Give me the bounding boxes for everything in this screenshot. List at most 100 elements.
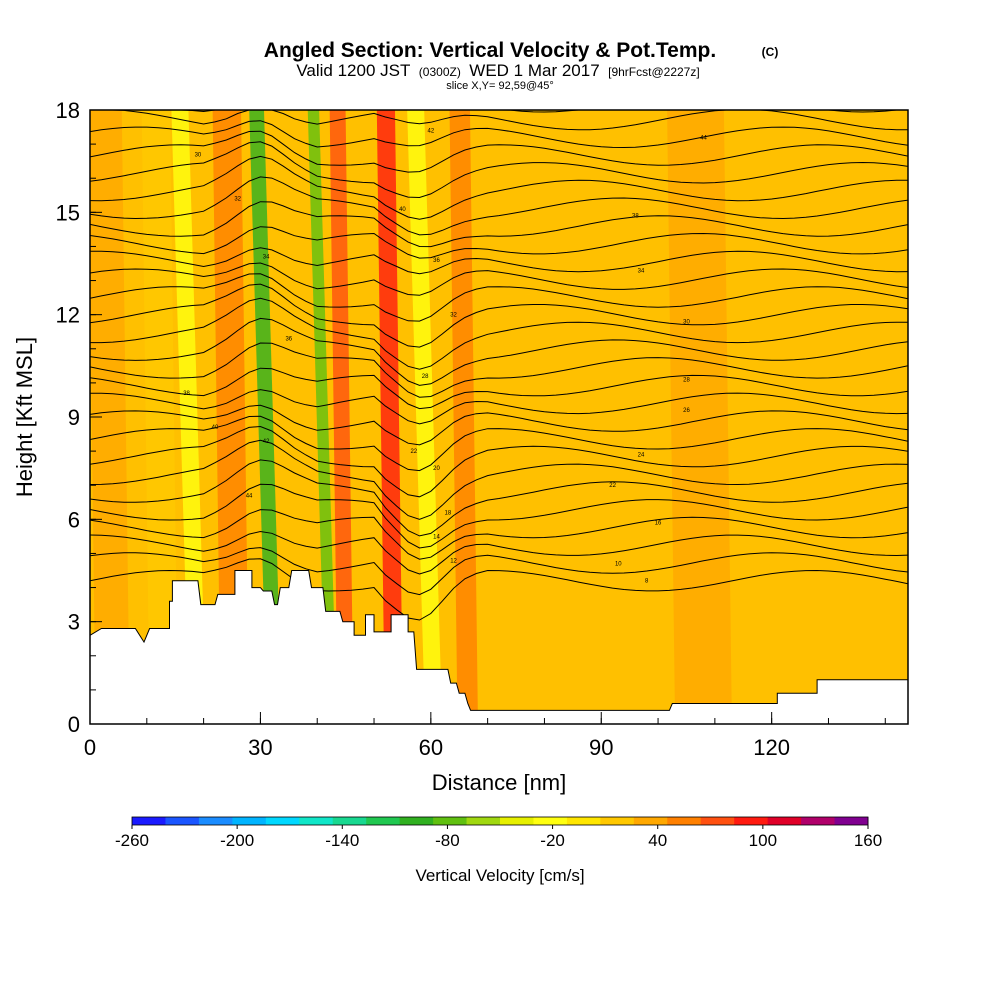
colorbar-tick-label: -20 (540, 831, 565, 850)
colorbar-swatch (265, 817, 300, 825)
colorbar: -260 -200 -140 -80 -20 40 100 160 (115, 816, 882, 850)
theta-contour-label: 16 (655, 521, 662, 527)
colorbar-swatch (399, 817, 434, 825)
theta-contour (90, 317, 908, 386)
updraft-band (329, 110, 354, 724)
theta-contour-label: 20 (433, 466, 440, 472)
updraft-band (667, 110, 732, 724)
theta-contour-label: 44 (246, 493, 253, 499)
theta-contour (90, 283, 908, 348)
chart-title: Angled Section: Vertical Velocity & Pot.… (264, 39, 716, 62)
colorbar-tick-label: 160 (854, 831, 882, 850)
colorbar-swatch (734, 817, 769, 825)
colorbar-swatch (533, 817, 568, 825)
theta-contour (90, 439, 908, 520)
colorbar-tick-label: -200 (220, 831, 254, 850)
theta-contour-label: 30 (683, 319, 690, 325)
colorbar-tick-label: -140 (325, 831, 359, 850)
theta-contour-label: 26 (683, 408, 690, 414)
x-tick-label: 120 (753, 735, 790, 760)
theta-contour (90, 459, 908, 537)
y-tick-label: 12 (56, 303, 80, 328)
theta-contour-label: 28 (683, 377, 690, 383)
theta-contour-label: 8 (645, 579, 649, 585)
theta-contours (90, 110, 908, 621)
theta-contour (90, 367, 908, 410)
theta-contour-label: 34 (263, 255, 270, 261)
colorbar-swatch (165, 817, 200, 825)
colorbar-tick-label: -80 (435, 831, 460, 850)
terrain-outline (90, 570, 908, 711)
colorbar-swatch (132, 817, 166, 825)
plot-area: 8 10 12 14 16 18 20 22 22 24 26 28 28 30 32 34 36 38 40 42 4… (90, 110, 908, 724)
theta-contour-label: 28 (422, 374, 429, 380)
theta-contour-label: 42 (427, 128, 434, 134)
theta-contour-label: 22 (609, 483, 616, 489)
chart-subtitle: Valid 1200 JST (0300Z) WED 1 Mar 2017 [9… (296, 61, 699, 80)
downdraft-band (171, 110, 207, 724)
theta-contour (90, 120, 908, 149)
theta-contour (90, 558, 908, 621)
theta-contour (90, 130, 908, 173)
subtitle-utc: (0300Z) (419, 65, 461, 79)
theta-contour-labels: 8 10 12 14 16 18 20 22 22 24 26 28 28 30 32 34 36 38 40 42 4… (183, 128, 707, 584)
y-tick-label: 15 (56, 200, 80, 225)
colorbar-swatch (433, 817, 468, 825)
colorbar-swatch (500, 817, 534, 825)
theta-contour-label: 44 (700, 135, 707, 141)
theta-contour-label: 36 (433, 258, 440, 264)
theta-contour-label: 36 (285, 337, 292, 343)
theta-contour-label: 30 (195, 152, 202, 158)
theta-contour (90, 297, 908, 370)
y-axis: 0 3 6 9 12 15 18 (56, 98, 102, 737)
colorbar-swatch (767, 817, 802, 825)
velocity-shading (90, 110, 732, 724)
title-block: Angled Section: Vertical Velocity & Pot.… (264, 39, 779, 92)
theta-contour (90, 389, 908, 425)
downdraft-band (407, 110, 443, 724)
theta-contour (90, 201, 908, 248)
x-tick-label: 90 (589, 735, 613, 760)
subtitle-date: WED 1 Mar 2017 (469, 61, 599, 80)
theta-contour (90, 530, 908, 575)
y-tick-label: 0 (68, 712, 80, 737)
colorbar-swatch (366, 817, 401, 825)
colorbar-swatch (332, 817, 367, 825)
colorbar-swatch (700, 817, 735, 825)
colorbar-tick-label: 100 (749, 831, 777, 850)
y-axis-label: Height [Kft MSL] (12, 337, 37, 497)
theta-contour (90, 262, 908, 296)
colorbar-swatch (667, 817, 702, 825)
theta-contour-label: 18 (445, 511, 452, 517)
theta-contour-label: 12 (450, 558, 457, 564)
colorbar-tick-label: 40 (648, 831, 667, 850)
theta-contour-label: 38 (632, 214, 639, 220)
theta-contour (90, 547, 908, 596)
theta-contour-label: 10 (615, 562, 622, 568)
x-axis-label: Distance [nm] (432, 770, 567, 795)
colorbar-frame (131, 816, 869, 826)
colorbar-swatch (566, 817, 601, 825)
subtitle-valid: Valid 1200 JST (296, 61, 410, 80)
y-tick-label: 6 (68, 507, 80, 532)
x-tick-label: 30 (248, 735, 272, 760)
theta-contour (90, 155, 908, 220)
theta-contour (90, 342, 908, 398)
terrain (90, 570, 908, 724)
x-tick-label: 0 (84, 735, 96, 760)
theta-contour (90, 425, 908, 498)
theta-contour-label: 24 (638, 453, 645, 459)
theta-contour-label: 14 (433, 534, 440, 540)
theta-contour-label: 32 (450, 313, 457, 319)
subtitle-forecast: [9hrFcst@2227z] (608, 65, 700, 79)
y-tick-label: 9 (68, 405, 80, 430)
theta-contour (90, 273, 908, 322)
y-tick-label: 18 (56, 98, 80, 123)
colorbar-swatch (232, 817, 267, 825)
theta-contour-label: 22 (410, 449, 417, 455)
colorbar-swatch (198, 817, 233, 825)
x-axis: 0 30 60 90 120 (84, 712, 886, 760)
updraft-band (376, 110, 403, 724)
theta-contour-label: 34 (638, 268, 645, 274)
